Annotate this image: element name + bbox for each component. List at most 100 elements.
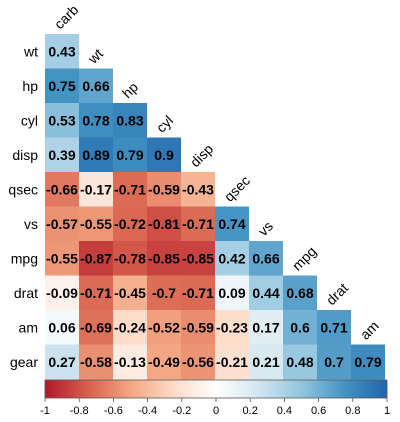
heatmap-cell-cyl-wt (79, 103, 113, 138)
cell-value-label: -0.23 (216, 319, 248, 335)
heatmap-cell-mpg-vs (249, 241, 283, 276)
heatmap-cell-vs-cyl (147, 206, 181, 242)
heatmap-cell-hp-carb (45, 68, 79, 104)
column-label-hp: hp (119, 79, 141, 101)
column-label-disp: disp (187, 140, 217, 170)
heatmap-cell-gear-carb (45, 344, 79, 380)
row-label-qsec: qsec (8, 181, 38, 197)
cell-value-label: -0.13 (114, 354, 146, 370)
heatmap-cell-drat-carb (45, 275, 79, 311)
heatmap-cell-gear-disp (181, 344, 215, 380)
column-label-carb: carb (51, 1, 82, 32)
heatmap-cell-am-qsec (215, 310, 249, 345)
heatmap-cell-mpg-carb (45, 241, 79, 276)
column-label-cyl: cyl (153, 112, 176, 135)
row-label-mpg: mpg (11, 250, 38, 266)
colorbar-tick-label: -0.8 (70, 405, 89, 417)
heatmap-cell-drat-vs (249, 275, 283, 311)
heatmap-cell-am-mpg (283, 310, 317, 345)
cell-value-label: 0.7 (324, 354, 344, 370)
row-label-am: am (19, 319, 38, 335)
column-label-am: am (357, 318, 382, 343)
cell-value-label: 0.6 (290, 319, 310, 335)
cell-value-label: -0.24 (114, 319, 146, 335)
cell-value-label: 0.53 (48, 112, 75, 128)
heatmap-cell-drat-cyl (147, 275, 181, 311)
colorbar-tick-label: 0.6 (311, 405, 326, 417)
cell-value-label: -0.59 (148, 181, 180, 197)
heatmap-cell-wt-carb (45, 34, 79, 69)
cell-value-label: -0.52 (148, 319, 180, 335)
cell-value-label: -0.55 (80, 216, 112, 232)
row-label-gear: gear (10, 354, 38, 370)
colorbar-tick-label: 0.8 (345, 405, 360, 417)
heatmap-cell-mpg-cyl (147, 241, 181, 276)
heatmap-cell-qsec-hp (113, 172, 147, 207)
colorbar-tick-label: -0.4 (138, 405, 157, 417)
heatmap-cell-drat-mpg (283, 275, 317, 311)
colorbar-tick-label: 0.4 (277, 405, 292, 417)
heatmap-cell-am-drat (317, 310, 351, 345)
cell-value-label: 0.43 (48, 43, 75, 59)
row-label-cyl: cyl (21, 112, 38, 128)
heatmap-cell-am-hp (113, 310, 147, 345)
heatmap-cell-am-disp (181, 310, 215, 345)
heatmap-cell-drat-hp (113, 275, 147, 311)
cell-value-label: 0.66 (252, 250, 279, 266)
cell-value-label: 0.42 (218, 250, 245, 266)
heatmap-cell-disp-hp (113, 137, 147, 173)
heatmap-cell-gear-wt (79, 344, 113, 380)
heatmap-cell-am-vs (249, 310, 283, 345)
heatmap-cell-gear-cyl (147, 344, 181, 380)
cell-value-label: 0.68 (286, 285, 313, 301)
colorbar-tick-label: 1 (384, 405, 390, 417)
cell-value-label: 0.44 (252, 285, 279, 301)
heatmap-cell-disp-carb (45, 137, 79, 173)
colorbar-legend: -1 -0.8 -0.6 -0.4 -0.2 0 0.2 0.4 0.6 0.8 1 (40, 379, 390, 417)
cell-value-label: -0.71 (114, 181, 146, 197)
colorbar-tick-label: -0.2 (172, 405, 191, 417)
cell-value-label: -0.7 (152, 285, 176, 301)
heatmap-cell-vs-qsec (215, 206, 249, 242)
cell-value-label: -0.85 (148, 250, 180, 266)
cell-value-label: -0.45 (114, 285, 146, 301)
column-label-drat: drat (323, 280, 351, 308)
cell-value-label: 0.9 (154, 147, 174, 163)
heatmap-cell-disp-cyl (147, 137, 181, 173)
cell-value-label: -0.57 (46, 216, 78, 232)
heatmap-cell-qsec-wt (79, 172, 113, 207)
heatmap-cell-drat-disp (181, 275, 215, 311)
cell-value-label: 0.79 (354, 354, 381, 370)
cell-value-label: -0.56 (182, 354, 214, 370)
heatmap-cell-hp-wt (79, 68, 113, 104)
cell-value-label: -0.17 (80, 181, 112, 197)
heatmap-cell-drat-wt (79, 275, 113, 311)
cell-value-label: 0.78 (82, 112, 109, 128)
heatmap-cell-drat-qsec (215, 275, 249, 311)
column-label-vs: vs (255, 218, 276, 239)
column-label-wt: wt (84, 45, 106, 67)
cell-value-label: -0.49 (148, 354, 180, 370)
heatmap-cell-mpg-qsec (215, 241, 249, 276)
cell-value-label: -0.71 (182, 285, 214, 301)
heatmap-cell-vs-carb (45, 206, 79, 242)
heatmap-cell-mpg-wt (79, 241, 113, 276)
cell-value-label: 0.83 (116, 112, 143, 128)
heatmap-cell-cyl-hp (113, 103, 147, 138)
heatmap-cell-mpg-disp (181, 241, 215, 276)
cell-value-label: -0.09 (46, 285, 78, 301)
column-label-qsec: qsec (221, 172, 253, 204)
row-label-vs: vs (24, 216, 38, 232)
heatmap-cell-vs-wt (79, 206, 113, 242)
cell-value-label: 0.39 (48, 147, 75, 163)
row-labels: wt hp cyl disp qsec vs mpg drat am gear (8, 43, 38, 370)
cell-value-label: -0.72 (114, 216, 146, 232)
cell-value-label: -0.55 (46, 250, 78, 266)
cell-value-label: -0.58 (80, 354, 112, 370)
heatmap-cell-qsec-cyl (147, 172, 181, 207)
heatmap-cell-vs-disp (181, 206, 215, 242)
heatmap-cell-gear-drat (317, 344, 351, 380)
cell-value-label: 0.27 (48, 354, 75, 370)
cell-value-label: 0.89 (82, 147, 109, 163)
cell-value-label: 0.66 (82, 78, 109, 94)
